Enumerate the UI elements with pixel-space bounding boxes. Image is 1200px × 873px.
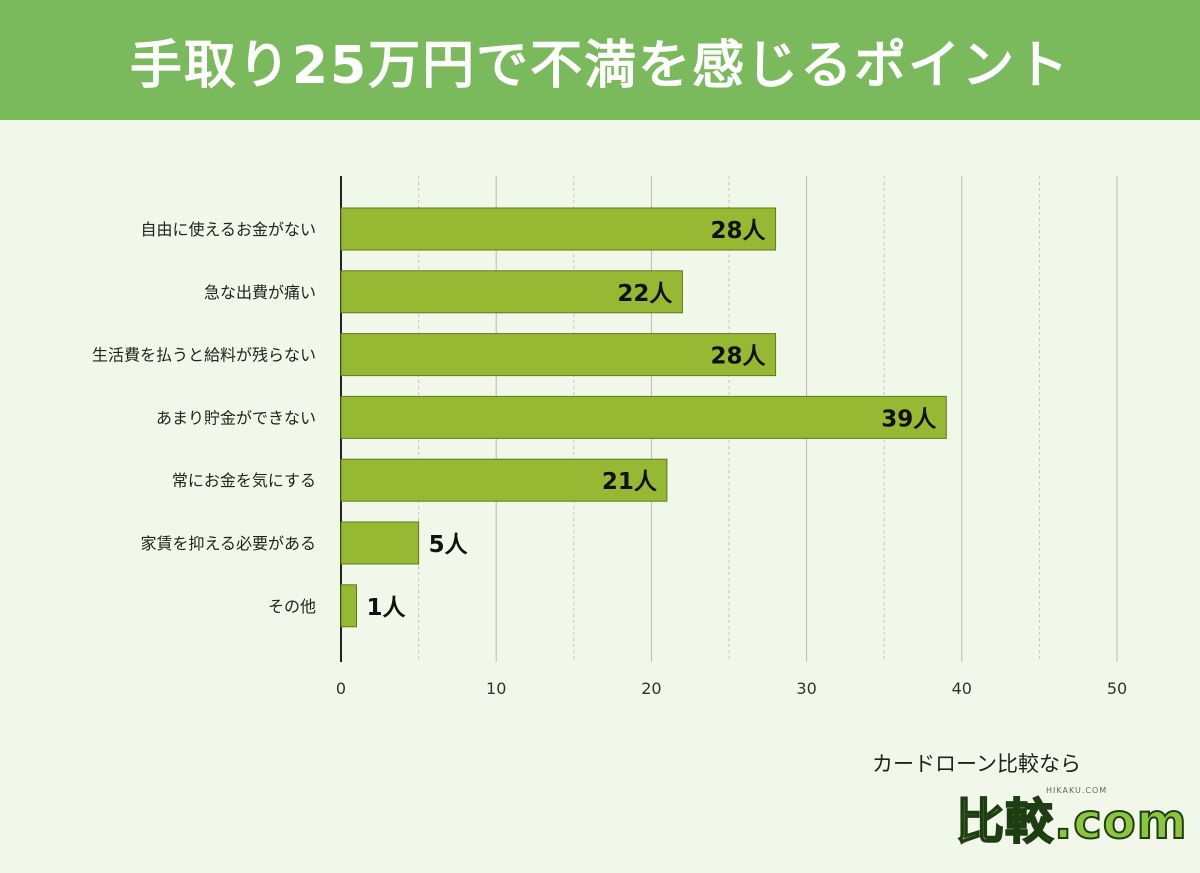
data-label: 1人 — [367, 595, 407, 621]
bar — [340, 270, 683, 314]
category-label: その他 — [268, 597, 316, 616]
category-label: 生活費を払うと給料が残らない — [92, 346, 316, 365]
x-tick-label: 10 — [486, 679, 506, 698]
data-label: 22人 — [617, 281, 673, 307]
bar — [340, 458, 668, 502]
category-label: 家賃を抑える必要がある — [140, 534, 316, 553]
bar — [340, 395, 947, 439]
category-label: 常にお金を気にする — [172, 471, 316, 490]
bar — [340, 521, 420, 565]
logo-caption: カードローン比較なら — [872, 752, 1081, 776]
data-label: 28人 — [711, 218, 767, 244]
bar — [340, 333, 777, 377]
x-tick-label: 30 — [796, 679, 816, 698]
x-tick-label: 0 — [336, 679, 346, 698]
site-logo: 比較.com — [955, 793, 1188, 851]
chart-title-banner: 手取り25万円で不満を感じるポイント — [0, 0, 1200, 120]
logo-small-text: HIKAKU.COM — [1046, 786, 1108, 795]
x-tick-label: 40 — [952, 679, 972, 698]
category-label: あまり貯金ができない — [156, 408, 316, 427]
chart-title: 手取り25万円で不満を感じるポイント — [129, 35, 1071, 96]
data-label: 39人 — [881, 406, 937, 432]
data-label: 5人 — [429, 532, 469, 558]
category-label: 自由に使えるお金がない — [140, 220, 316, 239]
data-label: 28人 — [711, 344, 767, 370]
category-label: 急な出費が痛い — [204, 283, 316, 302]
x-tick-label: 50 — [1107, 679, 1127, 698]
x-tick-label: 20 — [641, 679, 661, 698]
data-label: 21人 — [602, 469, 658, 495]
bar — [340, 584, 358, 628]
bar — [340, 207, 777, 251]
